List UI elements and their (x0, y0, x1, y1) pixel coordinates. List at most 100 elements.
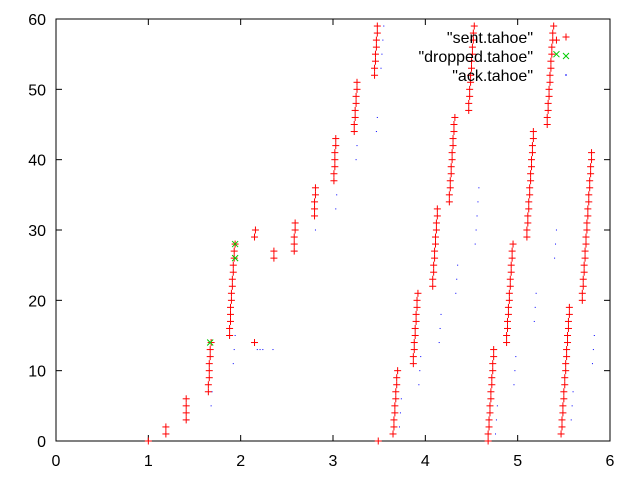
data-point (490, 353, 498, 361)
data-point (588, 149, 596, 157)
data-point (455, 292, 457, 294)
data-point (591, 363, 593, 365)
data-point (578, 289, 586, 297)
data-point (433, 212, 441, 220)
data-point (351, 113, 359, 121)
data-point (543, 121, 551, 128)
data-point (372, 36, 380, 44)
data-point (524, 219, 532, 227)
data-point (487, 395, 495, 403)
data-point (564, 339, 572, 347)
data-point (251, 233, 259, 241)
data-point (233, 349, 235, 351)
data-point (528, 163, 536, 171)
data-point (580, 268, 588, 276)
data-point (311, 191, 319, 199)
x-tick-label: 1 (144, 453, 153, 470)
data-point (509, 240, 517, 248)
data-point (429, 275, 437, 283)
data-point (486, 409, 494, 417)
data-point (226, 324, 234, 332)
data-point (440, 313, 442, 315)
data-point (563, 346, 571, 354)
data-point (290, 233, 298, 241)
data-point (410, 339, 418, 347)
data-point (478, 187, 480, 189)
data-point (504, 324, 512, 332)
data-point (350, 121, 358, 128)
data-point (182, 395, 190, 403)
data-point (251, 339, 259, 347)
data-point (392, 388, 400, 396)
data-point (548, 50, 556, 58)
x-tick-label: 4 (421, 453, 430, 470)
data-point (446, 184, 454, 192)
data-point (585, 191, 593, 199)
data-point (382, 39, 384, 41)
data-point (524, 212, 532, 220)
legend-swatch (562, 52, 570, 60)
data-point (430, 268, 438, 276)
data-point (476, 215, 478, 217)
data-point (229, 268, 237, 276)
data-point (450, 128, 458, 136)
data-point (391, 409, 399, 417)
data-point (229, 261, 237, 269)
data-point (469, 36, 477, 44)
data-point (399, 412, 401, 414)
data-point (372, 43, 380, 51)
data-point (529, 128, 537, 136)
data-point (351, 106, 359, 114)
data-point (433, 205, 441, 213)
legend-label: "ack.tahoe" (452, 68, 533, 85)
data-point (449, 142, 457, 150)
data-point (489, 367, 497, 375)
data-point (335, 208, 337, 210)
data-point (376, 116, 378, 118)
data-point (412, 310, 420, 318)
data-point (579, 282, 587, 290)
data-point (488, 381, 496, 389)
y-tick-label: 20 (28, 293, 46, 310)
data-point (495, 419, 497, 421)
data-point (409, 353, 417, 361)
data-point (431, 240, 439, 248)
data-point (432, 219, 440, 227)
data-point (291, 226, 299, 234)
data-point (550, 22, 558, 30)
data-point (438, 342, 440, 344)
data-point (228, 282, 236, 290)
data-point (210, 405, 212, 407)
data-point (533, 320, 535, 322)
data-point (231, 240, 239, 248)
data-point (352, 99, 360, 107)
data-point (486, 402, 494, 410)
data-point (390, 416, 398, 424)
data-point (468, 57, 475, 65)
data-point (419, 370, 421, 372)
x-tick-label: 5 (513, 453, 522, 470)
data-point (548, 43, 556, 51)
data-point (420, 356, 422, 358)
data-point (204, 381, 212, 389)
data-point (593, 335, 595, 336)
data-point (507, 268, 515, 276)
data-point (144, 437, 152, 445)
data-point (431, 254, 439, 262)
data-point (450, 121, 458, 128)
data-point (429, 282, 437, 290)
data-point (508, 254, 516, 262)
data-point (547, 64, 555, 72)
data-point (227, 310, 235, 318)
data-point (371, 57, 379, 65)
data-point (580, 261, 588, 269)
data-point (431, 247, 439, 255)
data-point (226, 332, 234, 339)
data-point (503, 332, 511, 339)
data-point (554, 257, 556, 259)
data-point (231, 254, 239, 262)
data-point (446, 177, 454, 185)
data-point (564, 317, 572, 325)
